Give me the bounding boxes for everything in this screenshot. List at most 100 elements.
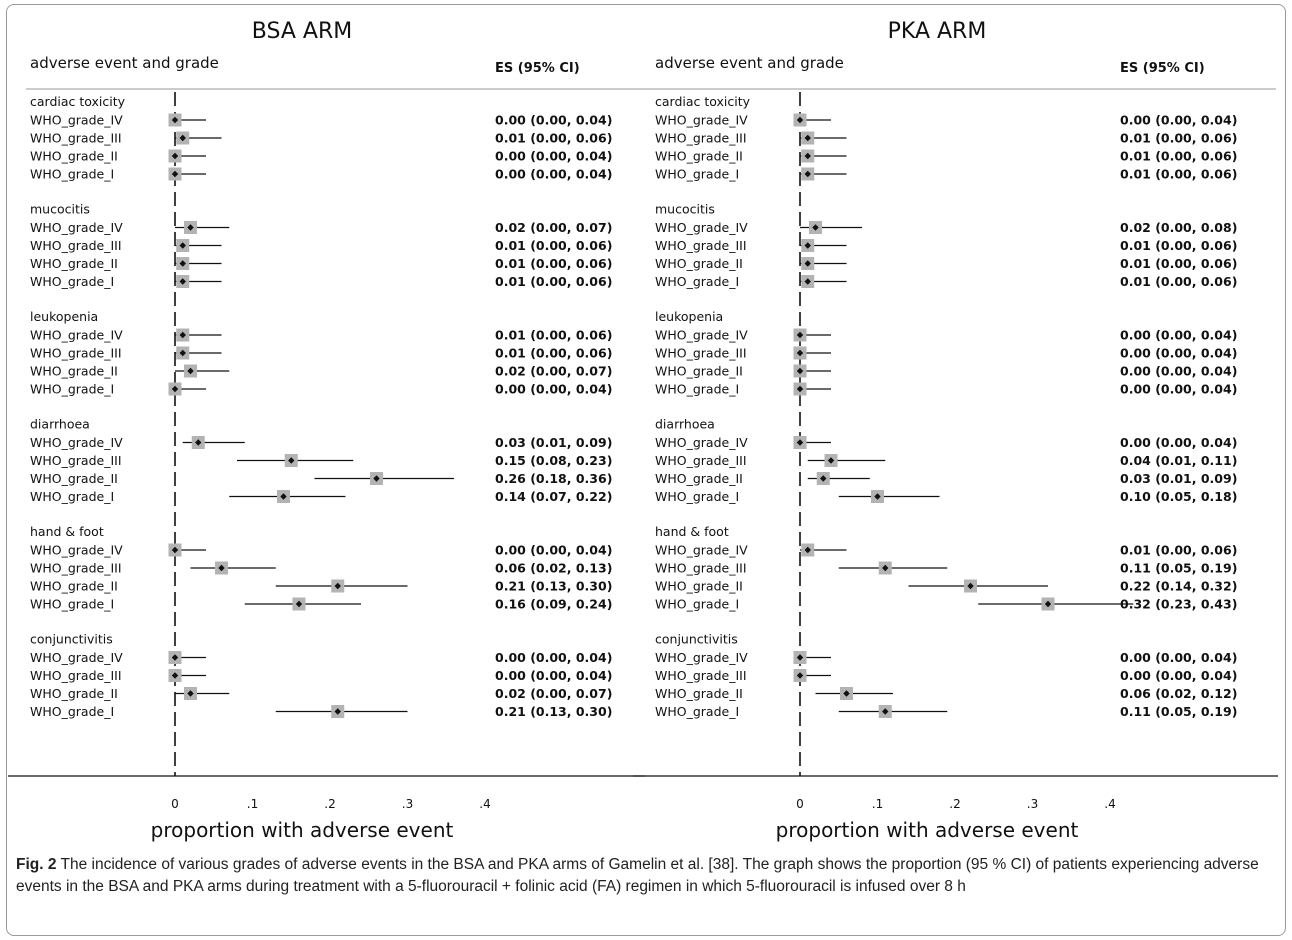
row-label: WHO_grade_I [655,597,739,612]
group-label: hand & foot [655,524,729,539]
row-label: WHO_grade_I [30,489,114,504]
column-header-left: adverse event and grade [655,54,844,72]
row-label: WHO_grade_III [30,668,122,683]
es-ci-text: 0.00 (0.00, 0.04) [495,668,612,683]
point-estimate [179,134,186,142]
row-label: WHO_grade_II [30,471,118,486]
row-label: WHO_grade_IV [30,543,123,558]
es-ci-text: 0.02 (0.00, 0.07) [495,686,612,701]
group-label: conjunctivitis [30,632,113,647]
point-estimate [179,331,186,339]
point-estimate [187,367,194,375]
row-label: WHO_grade_I [655,167,739,182]
point-estimate [187,690,194,697]
point-estimate [171,116,179,124]
es-ci-text: 0.01 (0.00, 0.06) [1120,256,1237,271]
panel-title: BSA ARM [252,19,352,44]
row-label: WHO_grade_IV [655,435,748,450]
point-estimate [171,152,179,160]
row-label: WHO_grade_II [655,579,743,594]
es-ci-text: 0.01 (0.00, 0.06) [495,328,612,343]
row-label: WHO_grade_II [30,364,118,379]
point-estimate [373,475,380,482]
group-label: mucocitis [655,202,715,217]
point-estimate [874,493,881,500]
es-ci-text: 0.02 (0.00, 0.07) [495,220,612,235]
x-tick-label: .2 [324,797,335,811]
es-ci-text: 0.01 (0.00, 0.06) [495,346,612,361]
row-label: WHO_grade_III [30,131,122,146]
row-label: WHO_grade_IV [655,220,748,235]
row-label: WHO_grade_I [30,167,114,182]
es-ci-text: 0.01 (0.00, 0.06) [1120,131,1237,146]
es-ci-text: 0.16 (0.09, 0.24) [495,597,612,612]
es-ci-text: 0.22 (0.14, 0.32) [1120,579,1237,594]
point-estimate [280,493,287,500]
column-header-right: ES (95% CI) [1120,61,1205,76]
point-estimate [804,546,811,554]
row-label: WHO_grade_II [655,364,743,379]
row-label: WHO_grade_IV [30,220,123,235]
row-label: WHO_grade_III [655,238,747,253]
es-ci-text: 0.01 (0.00, 0.06) [1120,149,1237,164]
point-estimate [171,654,179,661]
row-label: WHO_grade_I [30,704,114,719]
es-ci-text: 0.01 (0.00, 0.06) [495,256,612,271]
point-estimate [179,242,186,249]
es-ci-text: 0.00 (0.00, 0.04) [495,543,612,558]
es-ci-text: 0.01 (0.00, 0.06) [495,238,612,253]
point-estimate [796,116,804,124]
figure-caption: Fig. 2 The incidence of various grades o… [16,854,1280,898]
row-label: WHO_grade_II [655,471,743,486]
point-estimate [171,385,179,393]
point-estimate [796,385,804,393]
es-ci-text: 0.00 (0.00, 0.04) [1120,328,1237,343]
es-ci-text: 0.00 (0.00, 0.04) [1120,382,1237,397]
column-header-left: adverse event and grade [30,54,219,72]
es-ci-text: 0.03 (0.01, 0.09) [495,435,612,450]
es-ci-text: 0.21 (0.13, 0.30) [495,704,612,719]
es-ci-text: 0.01 (0.00, 0.06) [1120,274,1237,289]
row-label: WHO_grade_I [655,489,739,504]
es-ci-text: 0.10 (0.05, 0.18) [1120,489,1237,504]
point-estimate [796,331,804,339]
group-label: diarrhoea [655,417,715,432]
point-estimate [295,600,303,608]
group-label: conjunctivitis [655,632,738,647]
row-label: WHO_grade_II [655,149,743,164]
point-estimate [195,439,202,446]
point-estimate [843,690,850,697]
point-estimate [804,242,811,249]
es-ci-text: 0.00 (0.00, 0.04) [1120,364,1237,379]
point-estimate [796,349,804,357]
point-estimate [171,170,179,178]
point-estimate [882,564,889,572]
group-label: leukopenia [30,309,98,324]
point-estimate [967,582,974,590]
es-ci-text: 0.01 (0.00, 0.06) [1120,543,1237,558]
row-label: WHO_grade_III [655,346,747,361]
es-ci-text: 0.01 (0.00, 0.06) [495,131,612,146]
row-label: WHO_grade_III [30,561,122,576]
point-estimate [1044,600,1052,608]
es-ci-text: 0.00 (0.00, 0.04) [1120,113,1237,128]
es-ci-text: 0.01 (0.00, 0.06) [495,274,612,289]
es-ci-text: 0.32 (0.23, 0.43) [1120,597,1237,612]
point-estimate [218,564,225,572]
x-tick-label: .2 [949,797,960,811]
point-estimate [179,278,186,285]
row-label: WHO_grade_III [655,453,747,468]
point-estimate [171,546,179,554]
point-estimate [804,278,811,285]
x-tick-label: .4 [479,797,490,811]
x-tick-label: .3 [402,797,413,811]
group-label: mucocitis [30,202,90,217]
x-tick-label: .3 [1027,797,1038,811]
point-estimate [334,708,341,715]
es-ci-text: 0.00 (0.00, 0.04) [495,167,612,182]
es-ci-text: 0.11 (0.05, 0.19) [1120,704,1237,719]
point-estimate [804,152,811,160]
es-ci-text: 0.00 (0.00, 0.04) [495,382,612,397]
es-ci-text: 0.01 (0.00, 0.06) [1120,238,1237,253]
row-label: WHO_grade_III [30,238,122,253]
